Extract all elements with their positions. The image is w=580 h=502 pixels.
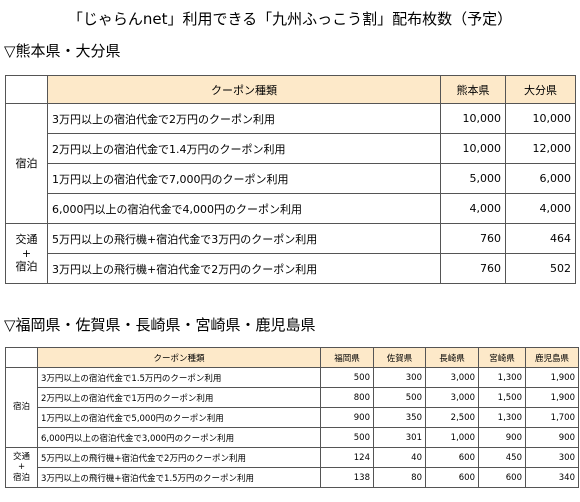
- count-cell: 1,300: [478, 367, 526, 388]
- group-label: 宿泊: [12, 402, 30, 413]
- data-row: 2万円以上の宿泊代金で1.4万円のクーポン利用 10,000 12,000: [6, 133, 576, 164]
- count-cell: 10,000: [440, 133, 506, 164]
- coupon-type: 5万円以上の飛行機+宿泊代金で2万円のクーポン利用: [37, 447, 321, 468]
- coupon-type: 3万円以上の飛行機+宿泊代金で1.5万円のクーポン利用: [37, 467, 321, 488]
- count-cell: 300: [373, 367, 426, 388]
- count-cell: 900: [525, 427, 579, 448]
- header-cell: 熊本県: [440, 75, 506, 104]
- count-cell: 1,000: [425, 427, 479, 448]
- count-cell: 500: [320, 427, 374, 448]
- coupon-table: クーポン種類 熊本県 大分県 宿泊 3万円以上の宿泊代金で2万円のクーポン利用 10,00…: [5, 75, 576, 284]
- data-row: 2万円以上の宿泊代金で1万円のクーポン利用 800 500 3,000 1,500 1,9…: [6, 387, 579, 408]
- count-cell: 1,700: [525, 407, 579, 428]
- coupon-type: 1万円以上の宿泊代金で5,000円のクーポン利用: [37, 407, 321, 428]
- count-cell: 10,000: [440, 103, 506, 134]
- group-cell: 交通 + 宿泊: [5, 447, 38, 488]
- data-row: 3万円以上の飛行機+宿泊代金で2万円のクーポン利用 760 502: [6, 253, 576, 284]
- coupon-type: 3万円以上の飛行機+宿泊代金で2万円のクーポン利用: [47, 253, 441, 284]
- group-label: 宿泊: [15, 260, 38, 274]
- group-cell: 宿泊: [5, 103, 48, 224]
- count-cell: 450: [478, 447, 526, 468]
- data-row: 1万円以上の宿泊代金で5,000円のクーポン利用 900 350 2,500 1,300…: [6, 407, 579, 428]
- count-cell: 500: [320, 367, 374, 388]
- header-cell: 長崎県: [425, 347, 479, 368]
- count-cell: 760: [440, 223, 506, 254]
- group-label: 宿泊: [15, 156, 38, 170]
- count-cell: 4,000: [505, 193, 576, 224]
- data-row: 宿泊 3万円以上の宿泊代金で1.5万円のクーポン利用 500 300 3,000 1,30…: [5, 367, 579, 448]
- coupon-type: 6,000円以上の宿泊代金で3,000円のクーポン利用: [37, 427, 321, 448]
- header-cell: 佐賀県: [373, 347, 426, 368]
- count-cell: 6,000: [505, 163, 576, 194]
- header-cell: クーポン種類: [47, 75, 441, 104]
- count-cell: 40: [373, 447, 426, 468]
- data-row: 6,000円以上の宿泊代金で3,000円のクーポン利用 500 301 1,000 90…: [6, 427, 579, 448]
- count-cell: 1,900: [525, 387, 579, 408]
- count-cell: 760: [440, 253, 506, 284]
- section-heading: ▽福岡県・佐賀県・長崎県・宮崎県・鹿児島県: [4, 316, 316, 334]
- count-cell: 1,300: [478, 407, 526, 428]
- group-label: 宿泊: [12, 472, 30, 483]
- header-row: クーポン種類 福岡県 佐賀県 長崎県 宮崎県 鹿児島県: [5, 347, 579, 368]
- count-cell: 301: [373, 427, 426, 448]
- count-cell: 464: [505, 223, 576, 254]
- group-label: +: [21, 246, 32, 260]
- coupon-type: 6,000円以上の宿泊代金で4,000円のクーポン利用: [47, 193, 441, 224]
- header-cell: [5, 75, 48, 104]
- count-cell: 300: [525, 447, 579, 468]
- group-label: 交通: [12, 451, 30, 462]
- data-row: 交通 + 宿泊 5万円以上の飛行機+宿泊代金で3万円のクーポン利用 760 464: [5, 223, 576, 284]
- count-cell: 1,900: [525, 367, 579, 388]
- count-cell: 12,000: [505, 133, 576, 164]
- count-cell: 900: [478, 427, 526, 448]
- count-cell: 340: [525, 467, 579, 488]
- coupon-type: 3万円以上の宿泊代金で1.5万円のクーポン利用: [37, 367, 321, 388]
- header-row: クーポン種類 熊本県 大分県: [5, 75, 576, 104]
- data-row: 交通 + 宿泊 5万円以上の飛行機+宿泊代金で2万円のクーポン利用 124 40 600 45…: [5, 447, 579, 488]
- count-cell: 600: [478, 467, 526, 488]
- count-cell: 600: [425, 447, 479, 468]
- count-cell: 138: [320, 467, 374, 488]
- count-cell: 900: [320, 407, 374, 428]
- count-cell: 5,000: [440, 163, 506, 194]
- group-label: 交通: [15, 232, 38, 246]
- coupon-type: 2万円以上の宿泊代金で1万円のクーポン利用: [37, 387, 321, 408]
- header-cell: 宮崎県: [478, 347, 526, 368]
- count-cell: 500: [373, 387, 426, 408]
- count-cell: 10,000: [505, 103, 576, 134]
- header-cell: 大分県: [505, 75, 576, 104]
- count-cell: 1,500: [478, 387, 526, 408]
- data-row: 6,000円以上の宿泊代金で4,000円のクーポン利用 4,000 4,000: [6, 193, 576, 224]
- count-cell: 2,500: [425, 407, 479, 428]
- header-cell: 鹿児島県: [525, 347, 579, 368]
- coupon-type: 5万円以上の飛行機+宿泊代金で3万円のクーポン利用: [47, 223, 441, 254]
- count-cell: 80: [373, 467, 426, 488]
- page-title: 「じゃらんnet」利用できる「九州ふっこう割」配布枚数（予定）: [67, 10, 513, 28]
- count-cell: 800: [320, 387, 374, 408]
- count-cell: 124: [320, 447, 374, 468]
- group-cell: 宿泊: [5, 367, 38, 448]
- header-cell: 福岡県: [320, 347, 374, 368]
- group-cell: 交通 + 宿泊: [5, 223, 48, 284]
- data-row: 3万円以上の飛行機+宿泊代金で1.5万円のクーポン利用 138 80 600 600 34…: [6, 467, 579, 488]
- coupon-table: クーポン種類 福岡県 佐賀県 長崎県 宮崎県 鹿児島県宿泊 3万円以上の宿泊代金で1.5万円…: [5, 347, 579, 488]
- count-cell: 3,000: [425, 367, 479, 388]
- count-cell: 350: [373, 407, 426, 428]
- count-cell: 502: [505, 253, 576, 284]
- data-row: 宿泊 3万円以上の宿泊代金で2万円のクーポン利用 10,000 10,000: [5, 103, 576, 224]
- data-row: 1万円以上の宿泊代金で7,000円のクーポン利用 5,000 6,000: [6, 163, 576, 194]
- coupon-type: 3万円以上の宿泊代金で2万円のクーポン利用: [47, 103, 441, 134]
- coupon-type: 2万円以上の宿泊代金で1.4万円のクーポン利用: [47, 133, 441, 164]
- count-cell: 3,000: [425, 387, 479, 408]
- section-heading: ▽熊本県・大分県: [4, 42, 121, 60]
- header-cell: [5, 347, 38, 368]
- coupon-type: 1万円以上の宿泊代金で7,000円のクーポン利用: [47, 163, 441, 194]
- header-cell: クーポン種類: [37, 347, 321, 368]
- group-label: +: [17, 462, 26, 473]
- count-cell: 4,000: [440, 193, 506, 224]
- count-cell: 600: [425, 467, 479, 488]
